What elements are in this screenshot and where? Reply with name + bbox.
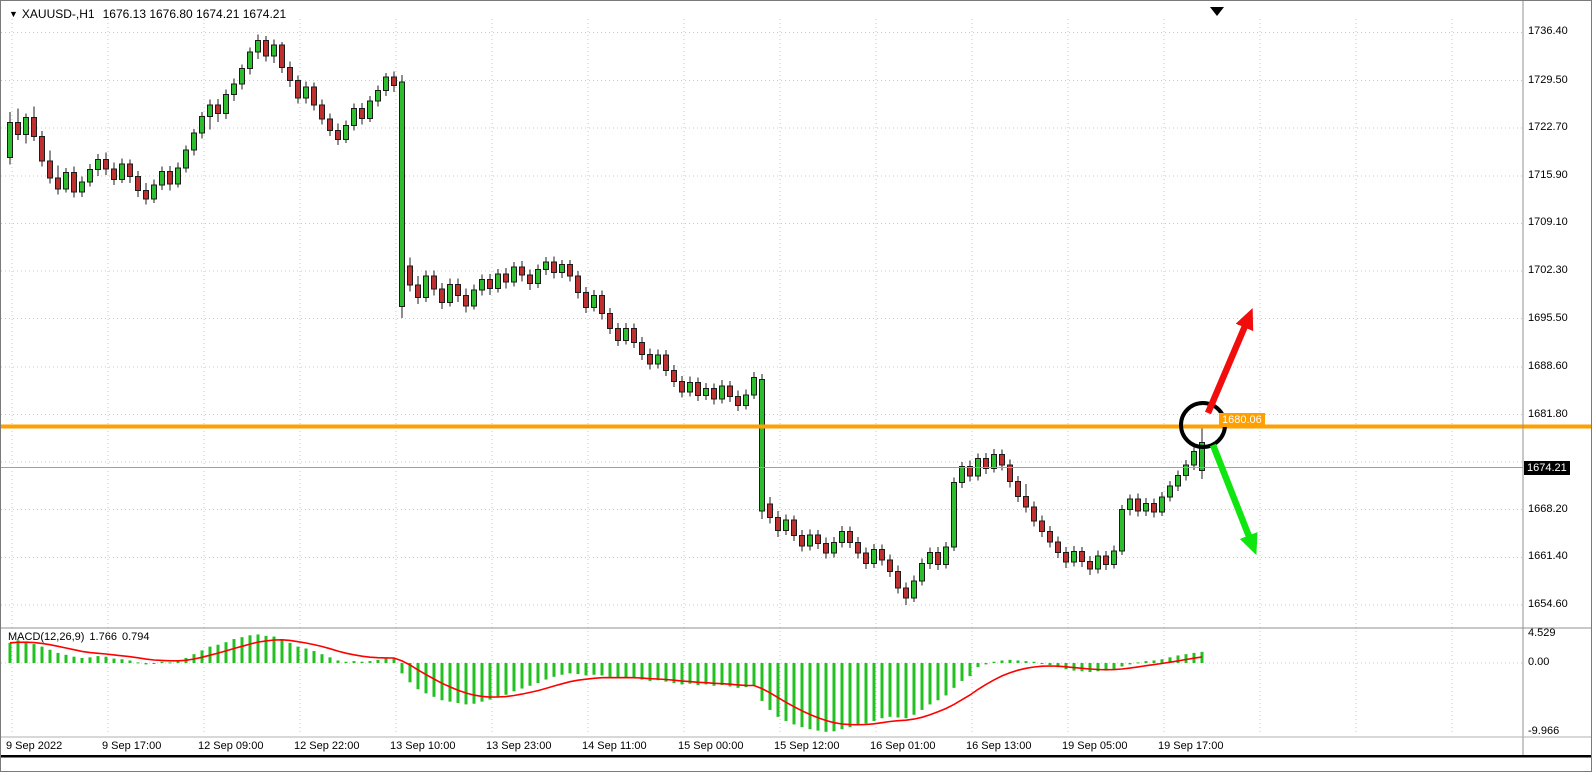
symbol-dropdown-icon[interactable]: ▼ [9,9,18,19]
macd-main-value: 1.766 [89,631,117,643]
ohlc-values: 1676.13 1676.80 1674.21 1674.21 [102,7,287,21]
macd-name: MACD(12,26,9) [8,631,85,643]
chart-shift-icon[interactable] [1210,7,1224,16]
annotations-layer[interactable] [1179,308,1258,556]
down-arrow-annotation[interactable] [1209,443,1258,556]
bid-price-tag: 1674.21 [1524,461,1570,475]
up-arrow-annotation[interactable] [1205,308,1254,415]
frame-lines-layer [1,1,1591,758]
macd-layer [8,634,1204,732]
candles-layer [7,34,1205,605]
hline-price-tag: 1680.06 [1219,413,1265,427]
gridlines-layer [1,19,1523,735]
symbol-period-label: XAUUSD-,H1 [21,7,95,21]
symbol-ohlc-bar: ▼ XAUUSD-,H1 1676.13 1676.80 1674.21 1674.… [9,7,286,21]
macd-indicator-label: MACD(12,26,9) 1.766 0.794 [8,631,154,643]
macd-signal-value: 0.794 [121,631,150,643]
price-lines-layer [1,424,1591,469]
